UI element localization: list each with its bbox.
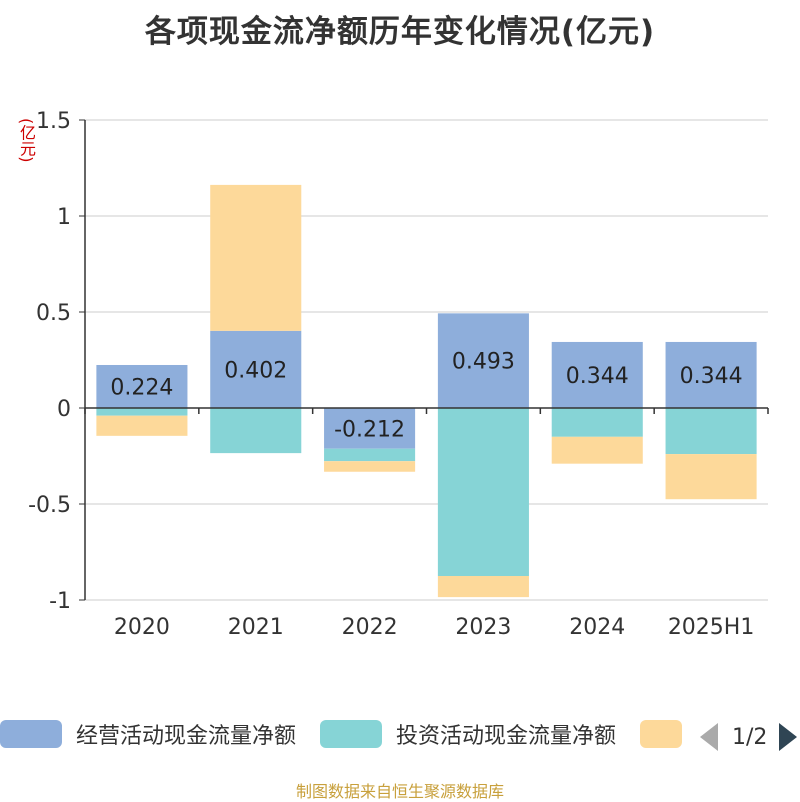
prev-page-icon[interactable] (700, 723, 718, 751)
legend-pager: 1/2 (700, 720, 798, 754)
legend-label-operating: 经营活动现金流量净额 (76, 724, 297, 749)
bar-2022-series-2 (324, 461, 416, 472)
bar-2023-series-1 (437, 408, 529, 576)
y-axis-unit: (亿元) (17, 118, 36, 163)
data-label-2025H1: 0.344 (680, 364, 743, 389)
bar-2022-series-0 (324, 408, 416, 449)
legend: 经营活动现金流量净额 投资活动现金流量净额 1/2 (0, 716, 800, 756)
bar-2023-series-2 (437, 576, 529, 598)
y-tick-label: -0.5 (28, 493, 71, 518)
legend-swatch-third (640, 720, 682, 748)
legend-page-indicator: 1/2 (732, 724, 768, 750)
y-tick-label: -1 (49, 589, 71, 614)
bar-2025H1-series-2 (665, 454, 757, 500)
source-note: 制图数据来自恒生聚源数据库 (295, 782, 504, 801)
data-label-2022: -0.212 (334, 417, 405, 442)
bar-2020-series-1 (96, 408, 188, 416)
x-tick-label: 2025H1 (668, 615, 755, 640)
bar-2021-series-1 (210, 408, 302, 454)
legend-swatch-operating (0, 720, 62, 748)
bar-2021-series-2 (210, 184, 302, 331)
y-tick-label: 1 (57, 205, 71, 230)
legend-item-operating[interactable]: 经营活动现金流量净额 (0, 716, 296, 752)
bar-2025H1-series-1 (665, 408, 757, 455)
legend-label-investing: 投资活动现金流量净额 (396, 724, 617, 749)
bar-2023-series-0 (437, 313, 529, 408)
bar-2020-series-2 (96, 415, 188, 436)
next-page-icon[interactable] (779, 723, 798, 751)
x-tick-label: 2022 (342, 615, 398, 640)
data-label-2021: 0.402 (224, 358, 287, 383)
x-tick-label: 2021 (228, 615, 284, 640)
bar-2021-series-0 (210, 330, 302, 408)
data-label-2020: 0.224 (110, 375, 173, 400)
x-tick-label: 2023 (455, 615, 511, 640)
chart-title: 各项现金流净额历年变化情况(亿元) (144, 14, 656, 50)
legend-swatch-investing (320, 720, 382, 748)
bar-2024-series-0 (551, 341, 643, 408)
bar-2025H1-series-0 (665, 341, 757, 408)
legend-item-investing[interactable]: 投资活动现金流量净额 (320, 716, 616, 752)
x-tick-label: 2024 (569, 615, 625, 640)
bar-2024-series-2 (551, 436, 643, 464)
x-tick-label: 2020 (114, 615, 170, 640)
y-tick-label: 0.5 (36, 301, 71, 326)
bar-2022-series-1 (324, 448, 416, 462)
bar-2024-series-1 (551, 408, 643, 437)
y-tick-label: 1.5 (36, 109, 71, 134)
legend-item-third[interactable] (640, 716, 682, 752)
bar-2020-series-0 (96, 364, 188, 408)
data-label-2024: 0.344 (566, 364, 629, 389)
data-label-2023: 0.493 (452, 350, 515, 375)
y-tick-label: 0 (57, 397, 71, 422)
